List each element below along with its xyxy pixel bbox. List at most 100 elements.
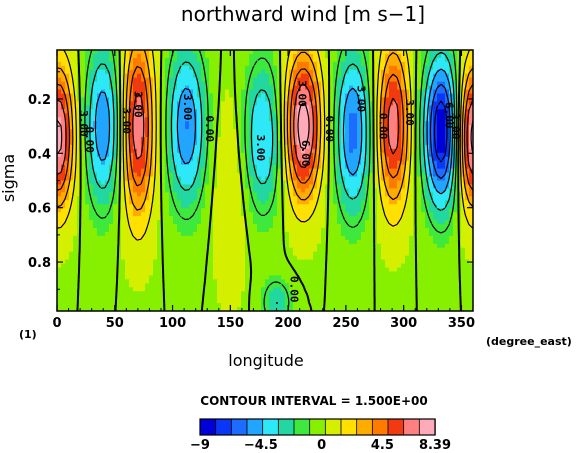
field-cell — [165, 212, 170, 217]
field-cell — [261, 125, 266, 130]
field-cell — [345, 236, 350, 241]
field-cell — [105, 169, 110, 174]
field-cell — [241, 54, 246, 59]
field-cell — [461, 216, 466, 221]
field-cell — [137, 145, 142, 150]
field-cell — [277, 204, 282, 209]
field-cell — [397, 232, 402, 237]
field-cell — [393, 169, 398, 174]
field-cell — [437, 145, 442, 150]
field-cell — [225, 181, 230, 186]
field-cell — [185, 82, 190, 87]
field-cell — [221, 188, 226, 193]
field-cell — [437, 109, 442, 114]
field-cell — [209, 165, 214, 170]
field-cell — [185, 236, 190, 241]
field-cell — [209, 149, 214, 154]
field-cell — [425, 232, 430, 237]
field-cell — [349, 70, 354, 75]
field-cell — [261, 200, 266, 205]
field-cell — [229, 129, 234, 134]
field-cell — [393, 228, 398, 233]
field-cell — [205, 54, 210, 59]
field-cell — [201, 200, 206, 205]
field-cell — [165, 192, 170, 197]
field-cell — [301, 58, 306, 63]
field-cell — [241, 228, 246, 233]
field-cell — [437, 62, 442, 67]
field-cell — [225, 58, 230, 63]
field-cell — [137, 220, 142, 225]
field-cell — [285, 236, 290, 241]
field-cell — [101, 220, 106, 225]
field-cell — [361, 149, 366, 154]
field-cell — [137, 173, 142, 178]
field-cell — [201, 82, 206, 87]
field-cell — [261, 113, 266, 118]
field-cell — [113, 224, 118, 229]
field-cell — [61, 58, 66, 63]
field-cell — [273, 232, 278, 237]
field-cell — [141, 192, 146, 197]
field-cell — [405, 220, 410, 225]
field-cell — [401, 196, 406, 201]
field-cell — [345, 216, 350, 221]
field-cell — [101, 153, 106, 158]
field-cell — [441, 196, 446, 201]
field-cell — [209, 105, 214, 110]
field-cell — [285, 220, 290, 225]
field-cell — [277, 184, 282, 189]
field-cell — [137, 161, 142, 166]
field-cell — [285, 204, 290, 209]
field-cell — [249, 165, 254, 170]
field-cell — [225, 196, 230, 201]
field-cell — [345, 86, 350, 91]
field-cell — [405, 149, 410, 154]
field-cell — [345, 109, 350, 114]
field-cell — [121, 232, 126, 237]
field-cell — [173, 220, 178, 225]
field-cell — [189, 70, 194, 75]
field-cell — [257, 54, 262, 59]
field-cell — [221, 196, 226, 201]
field-cell — [349, 165, 354, 170]
field-cell — [177, 169, 182, 174]
field-cell — [241, 90, 246, 95]
field-cell — [305, 208, 310, 213]
field-cell — [177, 90, 182, 95]
field-cell — [101, 137, 106, 142]
field-cell — [261, 66, 266, 71]
field-cell — [229, 133, 234, 138]
field-cell — [225, 137, 230, 142]
field-cell — [441, 181, 446, 186]
field-cell — [165, 188, 170, 193]
field-cell — [389, 161, 394, 166]
field-cell — [221, 141, 226, 146]
field-cell — [217, 161, 222, 166]
field-cell — [397, 66, 402, 71]
field-cell — [193, 153, 198, 158]
field-cell — [177, 62, 182, 67]
field-cell — [229, 212, 234, 217]
field-cell — [349, 82, 354, 87]
field-cell — [361, 192, 366, 197]
field-cell — [105, 173, 110, 178]
field-cell — [357, 121, 362, 126]
field-cell — [417, 58, 422, 63]
field-cell — [281, 54, 286, 59]
field-cell — [281, 58, 286, 63]
field-cell — [173, 101, 178, 106]
field-cell — [273, 66, 278, 71]
field-cell — [233, 236, 238, 241]
field-cell — [185, 70, 190, 75]
field-cell — [185, 153, 190, 158]
field-cell — [89, 161, 94, 166]
field-cell — [317, 236, 322, 241]
field-cell — [445, 208, 450, 213]
field-cell — [305, 173, 310, 178]
field-cell — [233, 196, 238, 201]
field-cell — [97, 58, 102, 63]
field-cell — [253, 113, 258, 118]
field-cell — [265, 86, 270, 91]
